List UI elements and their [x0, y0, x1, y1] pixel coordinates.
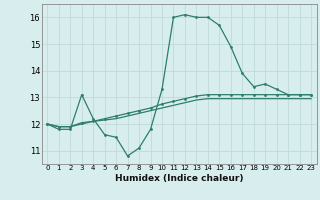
X-axis label: Humidex (Indice chaleur): Humidex (Indice chaleur) [115, 174, 244, 183]
